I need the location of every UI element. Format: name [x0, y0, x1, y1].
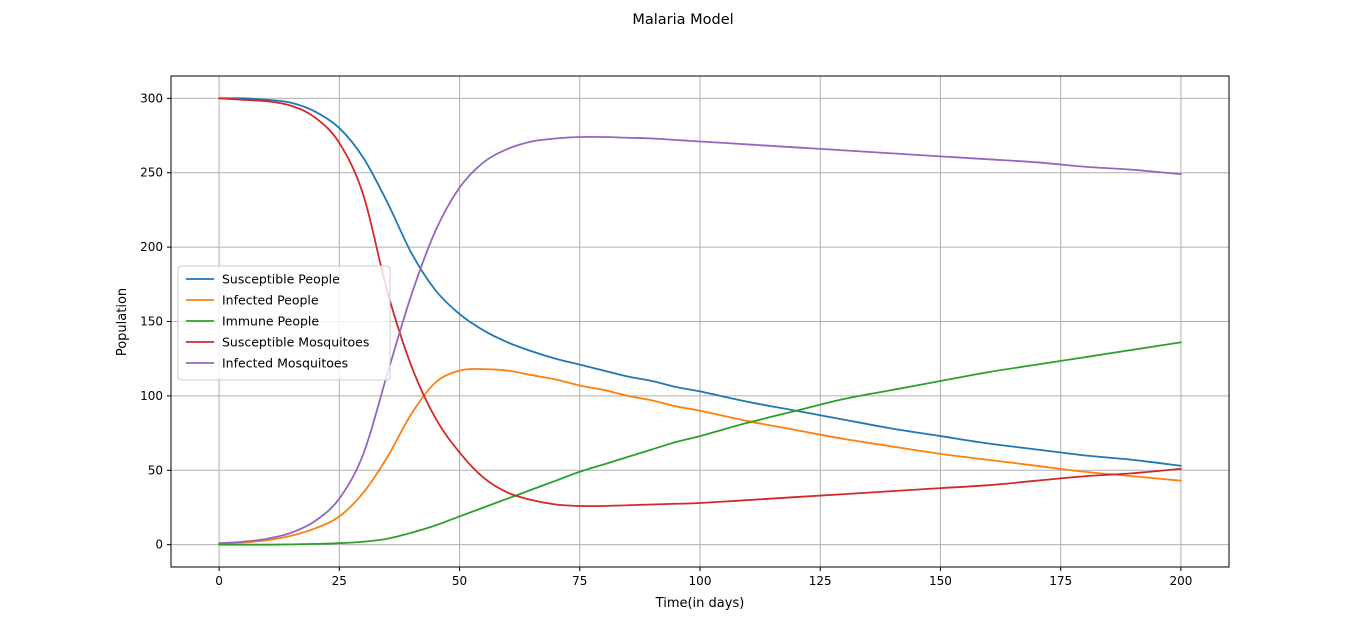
x-axis-label: Time(in days): [655, 596, 745, 611]
x-tick-label: 200: [1169, 574, 1192, 588]
series-line-susceptible-people: [218, 97, 1182, 467]
y-tick-label: 250: [140, 166, 163, 180]
y-tick-label: 100: [140, 389, 163, 403]
series-line-immune-people: [218, 341, 1182, 546]
chart-title: Malaria Model: [632, 12, 733, 28]
x-tick-label: 75: [572, 574, 587, 588]
x-tick-label: 50: [452, 574, 467, 588]
grid: [171, 76, 1229, 567]
plot-area: 0 25 50 75 100 125 150 175 200 0 50 100 150 200 250 30…: [140, 75, 1230, 588]
x-tick-label: 125: [809, 574, 832, 588]
legend-entry-label: Immune People: [222, 314, 319, 329]
series-lines: [218, 97, 1182, 546]
legend: Susceptible People Infected People Immune …: [177, 265, 391, 381]
legend-entry-label: Susceptible Mosquitoes: [222, 335, 369, 350]
y-axis-label: Population: [115, 288, 130, 356]
legend-box: [177, 265, 391, 381]
y-tick-label: 300: [140, 91, 163, 105]
x-tick-label: 0: [215, 574, 223, 588]
y-tick-label: 150: [140, 315, 163, 329]
series-line-infected-people: [218, 368, 1182, 545]
series-line-susceptible-mosquitoes: [218, 97, 1182, 508]
x-tick-label: 100: [689, 574, 712, 588]
legend-entry-label: Susceptible People: [222, 272, 340, 287]
legend-entry-label: Infected People: [222, 293, 319, 308]
series-line-infected-mosquitoes: [218, 135, 1182, 545]
y-axis-ticks: 0 50 100 150 200 250 300: [140, 91, 171, 552]
y-tick-label: 0: [155, 538, 163, 552]
y-tick-label: 50: [148, 463, 163, 477]
legend-entry-label: Infected Mosquitoes: [222, 356, 348, 371]
y-tick-label: 200: [140, 240, 163, 254]
x-axis-ticks: 0 25 50 75 100 125 150 175 200: [215, 567, 1192, 588]
x-tick-label: 175: [1049, 574, 1072, 588]
x-tick-label: 150: [929, 574, 952, 588]
x-tick-label: 25: [332, 574, 347, 588]
